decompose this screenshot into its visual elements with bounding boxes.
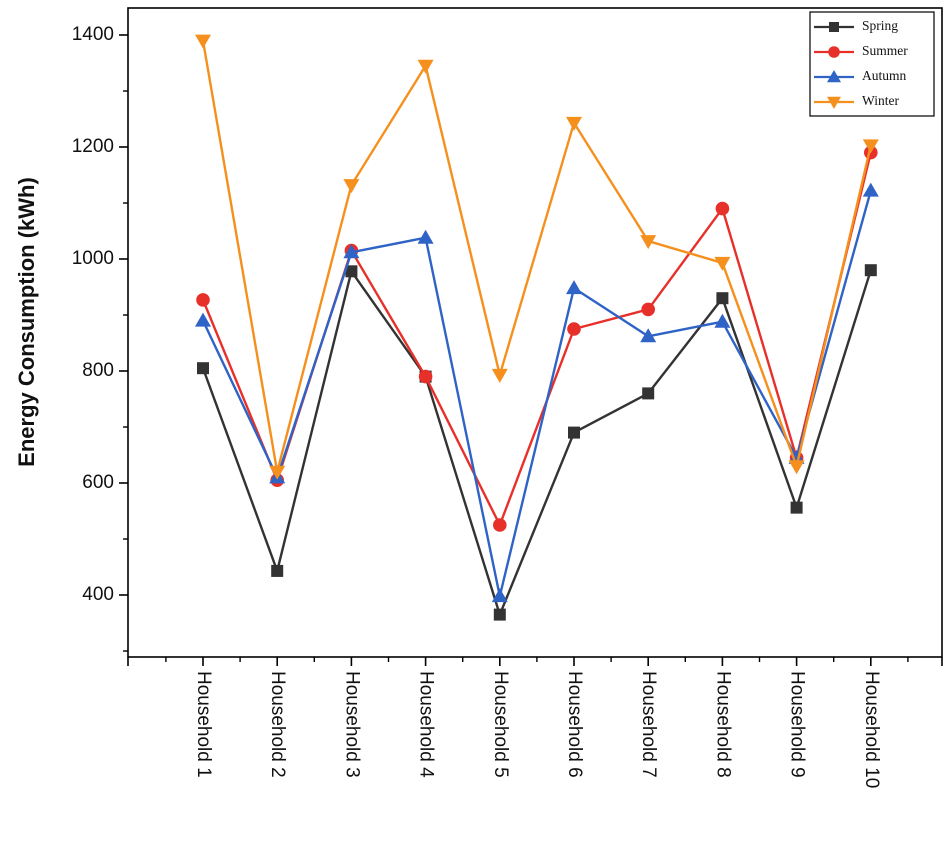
data-point-summer <box>567 322 581 336</box>
x-tick-label: Household 6 <box>564 671 585 778</box>
x-tick-label: Household 1 <box>193 671 214 778</box>
data-point-spring <box>271 564 284 577</box>
y-axis-label: Energy Consumption (kWh) <box>14 177 39 467</box>
x-tick-label: Household 7 <box>638 671 659 778</box>
legend-label: Winter <box>862 93 899 108</box>
data-point-autumn <box>343 244 360 259</box>
axes: 400 600 800 1000 1200 1400 <box>72 7 943 666</box>
series-summer <box>196 145 878 532</box>
series-autumn <box>195 182 879 603</box>
data-point-winter <box>862 139 879 154</box>
data-point-autumn <box>640 328 657 343</box>
x-tick-label: Household 10 <box>861 671 882 788</box>
data-point-spring <box>864 264 877 277</box>
data-point-winter <box>714 256 731 271</box>
labels-layer: Household 1 Household 2 Household 3 Househo… <box>193 671 882 788</box>
x-tick-label: Household 2 <box>267 671 288 778</box>
data-point-winter <box>640 235 657 250</box>
x-tick-label: Household 8 <box>712 671 733 778</box>
data-point-autumn <box>714 313 731 328</box>
data-point-winter <box>417 59 434 74</box>
data-point-summer <box>418 369 433 384</box>
data-point-autumn <box>417 229 434 244</box>
data-point-winter <box>343 179 360 194</box>
data-point-summer <box>641 302 655 317</box>
data-point-spring <box>493 608 506 621</box>
legend-label: Spring <box>862 18 898 33</box>
series-winter <box>195 34 879 480</box>
series-spring <box>197 264 877 621</box>
data-point-spring <box>568 426 580 439</box>
data-point-autumn <box>491 588 508 603</box>
legend-marker <box>827 96 841 109</box>
y-tick-label: 400 <box>82 584 114 605</box>
data-point-winter <box>491 368 508 383</box>
legend: Spring Summer Autumn Winter <box>809 11 935 117</box>
y-tick-label: 1400 <box>72 24 114 45</box>
data-point-spring <box>716 292 729 305</box>
data-point-spring <box>197 362 209 375</box>
data-point-spring <box>790 501 803 514</box>
legend-label: Autumn <box>862 68 907 83</box>
data-point-winter <box>566 116 582 131</box>
data-point-autumn <box>566 280 582 295</box>
series-layer <box>195 34 879 621</box>
legend-marker <box>828 46 840 58</box>
data-point-winter <box>195 34 211 49</box>
data-point-autumn <box>862 182 879 197</box>
x-tick-label: Household 9 <box>787 671 808 778</box>
data-point-winter <box>788 460 805 475</box>
series-line-winter <box>201 40 872 473</box>
legend-marker <box>827 70 841 83</box>
y-tick-label: 1000 <box>72 248 114 269</box>
x-tick-label: Household 5 <box>490 671 511 778</box>
data-point-winter <box>269 465 286 480</box>
y-tick-label: 800 <box>82 360 114 381</box>
y-tick-label: 1200 <box>72 136 114 157</box>
data-point-spring <box>642 387 655 400</box>
y-tick-label: 600 <box>82 472 114 493</box>
x-tick-label: Household 4 <box>416 671 437 778</box>
data-point-summer <box>196 293 210 307</box>
legend-label: Summer <box>862 43 908 58</box>
data-point-autumn <box>195 312 211 327</box>
data-point-summer <box>715 201 730 216</box>
x-tick-label: Household 3 <box>341 671 362 778</box>
series-line-spring <box>201 269 872 616</box>
legend-marker <box>829 22 839 32</box>
plot-frame <box>127 7 943 658</box>
series-line-autumn <box>201 190 872 598</box>
data-point-spring <box>345 265 358 278</box>
data-point-summer <box>493 518 507 532</box>
